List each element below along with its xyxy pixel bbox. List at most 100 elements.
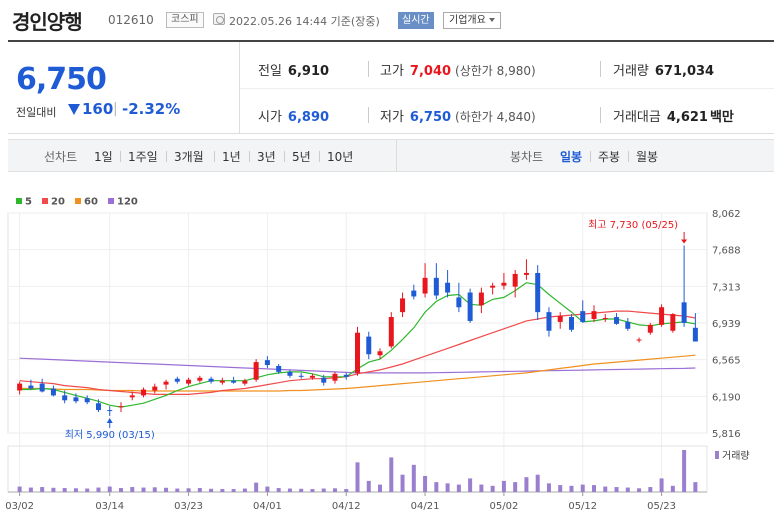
volume-bar [479,484,484,492]
candle-body [332,373,338,381]
legend-label: 120 [117,197,138,208]
candle-body [219,380,225,383]
toolbar-separator [249,151,250,162]
volume-bar [242,488,247,492]
volume-bar [670,485,675,492]
candle-monthly[interactable]: 월봉 [636,150,659,164]
legend-swatch [16,198,22,204]
candle-body [670,314,676,331]
volume-bar [321,488,326,492]
volume-bar [524,477,529,492]
volume-bar [513,482,518,492]
candle-body [659,307,665,325]
candle-body [62,395,68,401]
volume-bar [614,487,619,492]
volume-bar [389,457,394,492]
stat-value: 6,890 [287,110,330,125]
legend-swatch [108,198,114,204]
stat-divider [240,88,774,89]
stat-value: 7,040 [409,64,452,79]
volume-bar [456,484,461,492]
candle-body [152,386,158,391]
volume-bar [62,488,67,492]
low-annotation: 최저 5,990 (03/15) [65,429,155,441]
candle-body [276,366,282,372]
candle-body [490,285,496,288]
company-overview-dropdown[interactable]: 기업개요 [443,12,501,29]
candle-body [174,378,180,382]
candle-daily[interactable]: 일봉 [560,150,583,164]
candle-body [411,290,417,297]
volume-bar [411,464,416,492]
candle-body [298,375,304,377]
candle-body [186,379,192,384]
candle-body [253,362,259,380]
stat-unit: 백만 [709,110,734,125]
stat-label: 고가 [380,64,404,79]
volume-bar [558,485,563,492]
current-price: 6,750 [16,62,107,97]
volume-bar [73,488,78,492]
candle-body [343,374,349,377]
x-tick-label: 03/02 [5,501,34,512]
change-rate: -2.32% [122,100,181,118]
candle-body [355,332,360,373]
candle-body [467,292,473,321]
volume-bar [569,485,574,492]
stat-low: 저가 6,750 (하한가 4,840) [380,106,536,125]
volume-bar [299,488,304,492]
line-chart-label: 선차트 [44,150,78,164]
volume-bar [107,486,112,492]
volume-bar [17,486,22,492]
stat-value: 4,621 [666,110,708,125]
candle-body [242,380,248,384]
period-10y[interactable]: 10년 [327,150,354,164]
x-tick-label: 04/21 [411,501,440,512]
volume-bar [130,487,135,492]
volume-bar [378,484,383,492]
volume-bar [51,487,56,492]
candle-body [445,282,451,293]
stat-separator [368,61,369,77]
candle-body [208,378,214,382]
candle-body [456,297,462,308]
stock-name: 경인양행 [12,10,83,34]
candle-body [647,324,653,333]
candle-body [512,273,518,287]
candle-body [400,298,406,313]
candle-body [580,311,586,322]
volume-bar [231,489,236,492]
candle-body [141,389,147,396]
toolbar-separator [284,151,285,162]
candle-body [309,375,315,378]
high-arrow-head [681,239,688,244]
period-1y[interactable]: 1년 [222,150,241,164]
candle-body [546,312,552,331]
period-1d[interactable]: 1일 [94,150,113,164]
candle-body [377,351,383,356]
candle-body [28,385,34,389]
volume-bar [434,482,439,492]
volume-bar [468,478,473,492]
volume-bar [96,487,101,492]
clock-icon [213,13,225,25]
volume-bar [220,489,225,492]
period-1w[interactable]: 1주일 [128,150,158,164]
period-3y[interactable]: 3년 [257,150,276,164]
x-tick-label: 03/14 [95,501,124,512]
y-tick-label: 7,313 [712,282,741,293]
realtime-button[interactable]: 실시간 [398,12,434,29]
y-tick-label: 6,190 [712,392,741,403]
volume-bar [637,488,642,492]
candlestick-chart: 5 20 60 120 8,062 7,688 7,313 6,939 6,565 6,190 5,… [5,197,749,513]
candle-body [321,377,327,383]
stock-header: 경인양행 012610 코스피 2022.05.26 14:44 기준(장중) … [0,0,774,40]
x-tick-label: 05/12 [568,501,597,512]
legend-swatch [42,198,48,204]
volume-bar [28,487,33,492]
period-5y[interactable]: 5년 [292,150,311,164]
high-annotation: 최고 7,730 (05/25) [588,219,678,231]
y-tick-label: 6,565 [712,356,741,367]
candle-weekly[interactable]: 주봉 [598,150,621,164]
period-3m[interactable]: 3개월 [174,150,204,164]
